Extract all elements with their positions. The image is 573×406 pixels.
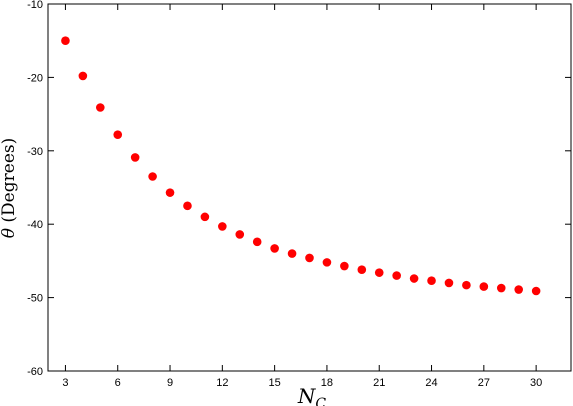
- axis-ticks: 3 6 9 12 15 18 21 24 27 30 -60 -50 -40 -30 -20 -10: [27, 0, 571, 389]
- data-point: [78, 71, 88, 81]
- data-point: [252, 237, 262, 247]
- y-tick-label: -60: [27, 366, 43, 378]
- plot-frame: [47, 3, 572, 372]
- y-tick-label: -50: [27, 293, 43, 305]
- data-point: [322, 258, 332, 267]
- data-point: [96, 103, 105, 112]
- data-point: [479, 282, 489, 291]
- x-tick-label: 27: [478, 377, 490, 389]
- data-point: [113, 130, 123, 139]
- data-point: [374, 268, 384, 277]
- x-axis-title: NC: [297, 384, 327, 406]
- y-tick-label: -30: [27, 146, 43, 158]
- y-axis-title: θ (Degrees): [0, 138, 19, 238]
- data-point: [409, 274, 419, 283]
- x-tick-label: 18: [321, 377, 333, 389]
- y-tick-label: -10: [27, 0, 43, 11]
- data-point: [305, 253, 314, 263]
- x-tick-label: 6: [115, 377, 121, 389]
- x-tick-label: 21: [373, 377, 385, 389]
- data-point: [531, 286, 541, 296]
- data-point: [287, 249, 297, 258]
- x-tick-label: 15: [269, 377, 281, 389]
- y-axis-unit: (Degrees): [0, 138, 19, 223]
- data-point: [496, 283, 506, 293]
- x-axis-title-subscript: C: [315, 396, 326, 406]
- data-point: [148, 172, 157, 181]
- data-point: [392, 271, 401, 280]
- data-point: [514, 285, 523, 294]
- x-tick-label: 30: [530, 377, 542, 389]
- y-tick-label: -20: [27, 72, 43, 84]
- data-point: [340, 261, 349, 271]
- y-tick-label: -40: [27, 219, 43, 231]
- data-point: [235, 230, 245, 239]
- data-point: [357, 265, 367, 275]
- data-point: [61, 36, 70, 45]
- data-point: [130, 153, 140, 162]
- data-point: [444, 278, 454, 288]
- x-tick-label: 24: [425, 377, 437, 389]
- data-points: [61, 36, 541, 296]
- data-point: [200, 212, 210, 222]
- x-tick-label: 9: [167, 377, 173, 389]
- data-point: [183, 201, 192, 211]
- data-point: [427, 276, 436, 286]
- x-tick-label: 12: [216, 377, 228, 389]
- y-axis-symbol: θ: [0, 228, 19, 238]
- data-point: [218, 222, 227, 231]
- data-point: [270, 244, 279, 253]
- data-point: [165, 188, 175, 197]
- x-tick-label: 3: [62, 377, 68, 389]
- data-point: [462, 280, 471, 290]
